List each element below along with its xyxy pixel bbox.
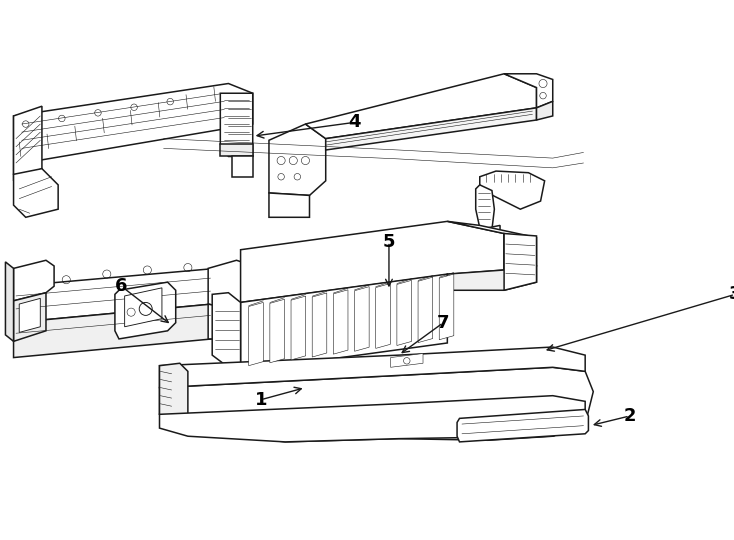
Polygon shape (159, 367, 593, 442)
Polygon shape (397, 280, 412, 346)
Polygon shape (159, 347, 585, 388)
Polygon shape (159, 363, 188, 430)
Text: 7: 7 (437, 314, 449, 332)
Polygon shape (376, 284, 390, 348)
Polygon shape (115, 282, 175, 339)
Polygon shape (269, 193, 310, 217)
Polygon shape (241, 274, 447, 372)
Polygon shape (241, 221, 504, 302)
Polygon shape (333, 290, 348, 354)
Polygon shape (270, 299, 285, 363)
Text: 1: 1 (255, 391, 267, 409)
Polygon shape (249, 302, 264, 366)
Polygon shape (19, 299, 40, 333)
Polygon shape (233, 157, 252, 177)
Polygon shape (125, 288, 162, 327)
Text: 6: 6 (115, 277, 128, 295)
Polygon shape (13, 84, 252, 160)
Polygon shape (480, 171, 545, 209)
Text: 3: 3 (729, 285, 734, 303)
Polygon shape (504, 74, 553, 108)
Polygon shape (269, 124, 326, 195)
Polygon shape (457, 409, 589, 442)
Polygon shape (447, 266, 537, 291)
Polygon shape (13, 168, 58, 217)
Polygon shape (212, 293, 241, 372)
Text: 4: 4 (348, 113, 360, 131)
Polygon shape (439, 274, 454, 340)
Polygon shape (390, 354, 423, 367)
Text: 5: 5 (382, 233, 395, 251)
Text: 2: 2 (623, 407, 636, 425)
Polygon shape (159, 396, 585, 442)
Polygon shape (305, 74, 537, 139)
Polygon shape (488, 225, 500, 238)
Polygon shape (220, 93, 252, 157)
Polygon shape (291, 296, 305, 360)
Polygon shape (418, 277, 432, 342)
Polygon shape (13, 304, 212, 357)
Polygon shape (208, 304, 236, 339)
Polygon shape (355, 287, 369, 351)
Polygon shape (13, 293, 46, 341)
Polygon shape (537, 102, 553, 120)
Polygon shape (326, 108, 537, 150)
Polygon shape (208, 260, 261, 310)
Polygon shape (504, 233, 537, 291)
Polygon shape (13, 106, 42, 181)
Polygon shape (220, 144, 252, 157)
Polygon shape (476, 185, 495, 230)
Polygon shape (312, 293, 327, 357)
Polygon shape (13, 268, 236, 323)
Polygon shape (447, 221, 537, 270)
Polygon shape (13, 260, 54, 301)
Polygon shape (13, 150, 38, 185)
Polygon shape (5, 262, 13, 341)
